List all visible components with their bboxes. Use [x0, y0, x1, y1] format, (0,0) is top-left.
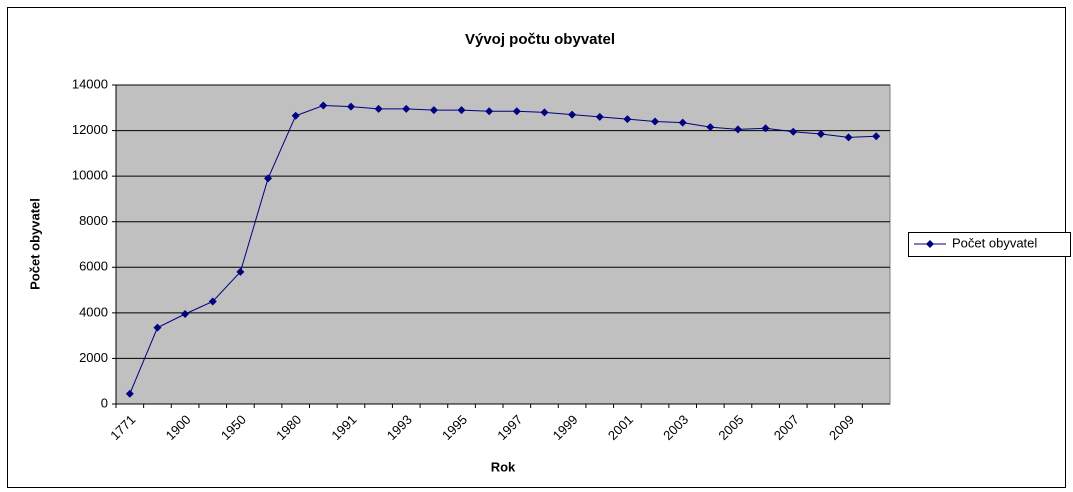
marker [706, 123, 715, 132]
chart-title: Vývoj počtu obyvatel [465, 31, 615, 48]
marker [264, 174, 273, 183]
marker [512, 107, 521, 116]
marker [623, 115, 632, 124]
y-tick-label: 4000 [79, 304, 108, 319]
marker [319, 101, 328, 110]
legend-label: Počet obyvatel [952, 235, 1037, 250]
marker [678, 118, 687, 127]
y-tick-label: 8000 [79, 213, 108, 228]
marker [181, 309, 190, 318]
y-axis-label: Počet obyvatel [27, 198, 42, 290]
marker [208, 297, 217, 306]
legend-marker [926, 240, 934, 248]
marker [374, 104, 383, 113]
marker [568, 110, 577, 119]
y-tick-label: 10000 [72, 168, 108, 183]
marker [733, 125, 742, 134]
marker [153, 323, 162, 332]
x-axis-label: Rok [491, 459, 516, 474]
marker [540, 108, 549, 117]
marker [844, 133, 853, 142]
y-tick-label: 0 [101, 395, 108, 410]
marker [651, 117, 660, 126]
marker [291, 111, 300, 120]
marker [595, 112, 604, 121]
marker [236, 267, 245, 276]
marker [429, 106, 438, 115]
marker [457, 106, 466, 115]
line [129, 105, 877, 394]
marker [761, 124, 770, 133]
plot-area [115, 84, 891, 405]
marker [816, 129, 825, 138]
marker [872, 132, 881, 141]
marker [402, 104, 411, 113]
marker [125, 389, 134, 398]
marker [789, 127, 798, 136]
y-tick-label: 14000 [72, 76, 108, 91]
marker [485, 107, 494, 116]
y-tick-label: 12000 [72, 122, 108, 137]
y-tick-label: 6000 [79, 259, 108, 274]
marker [346, 102, 355, 111]
y-tick-label: 2000 [79, 350, 108, 365]
